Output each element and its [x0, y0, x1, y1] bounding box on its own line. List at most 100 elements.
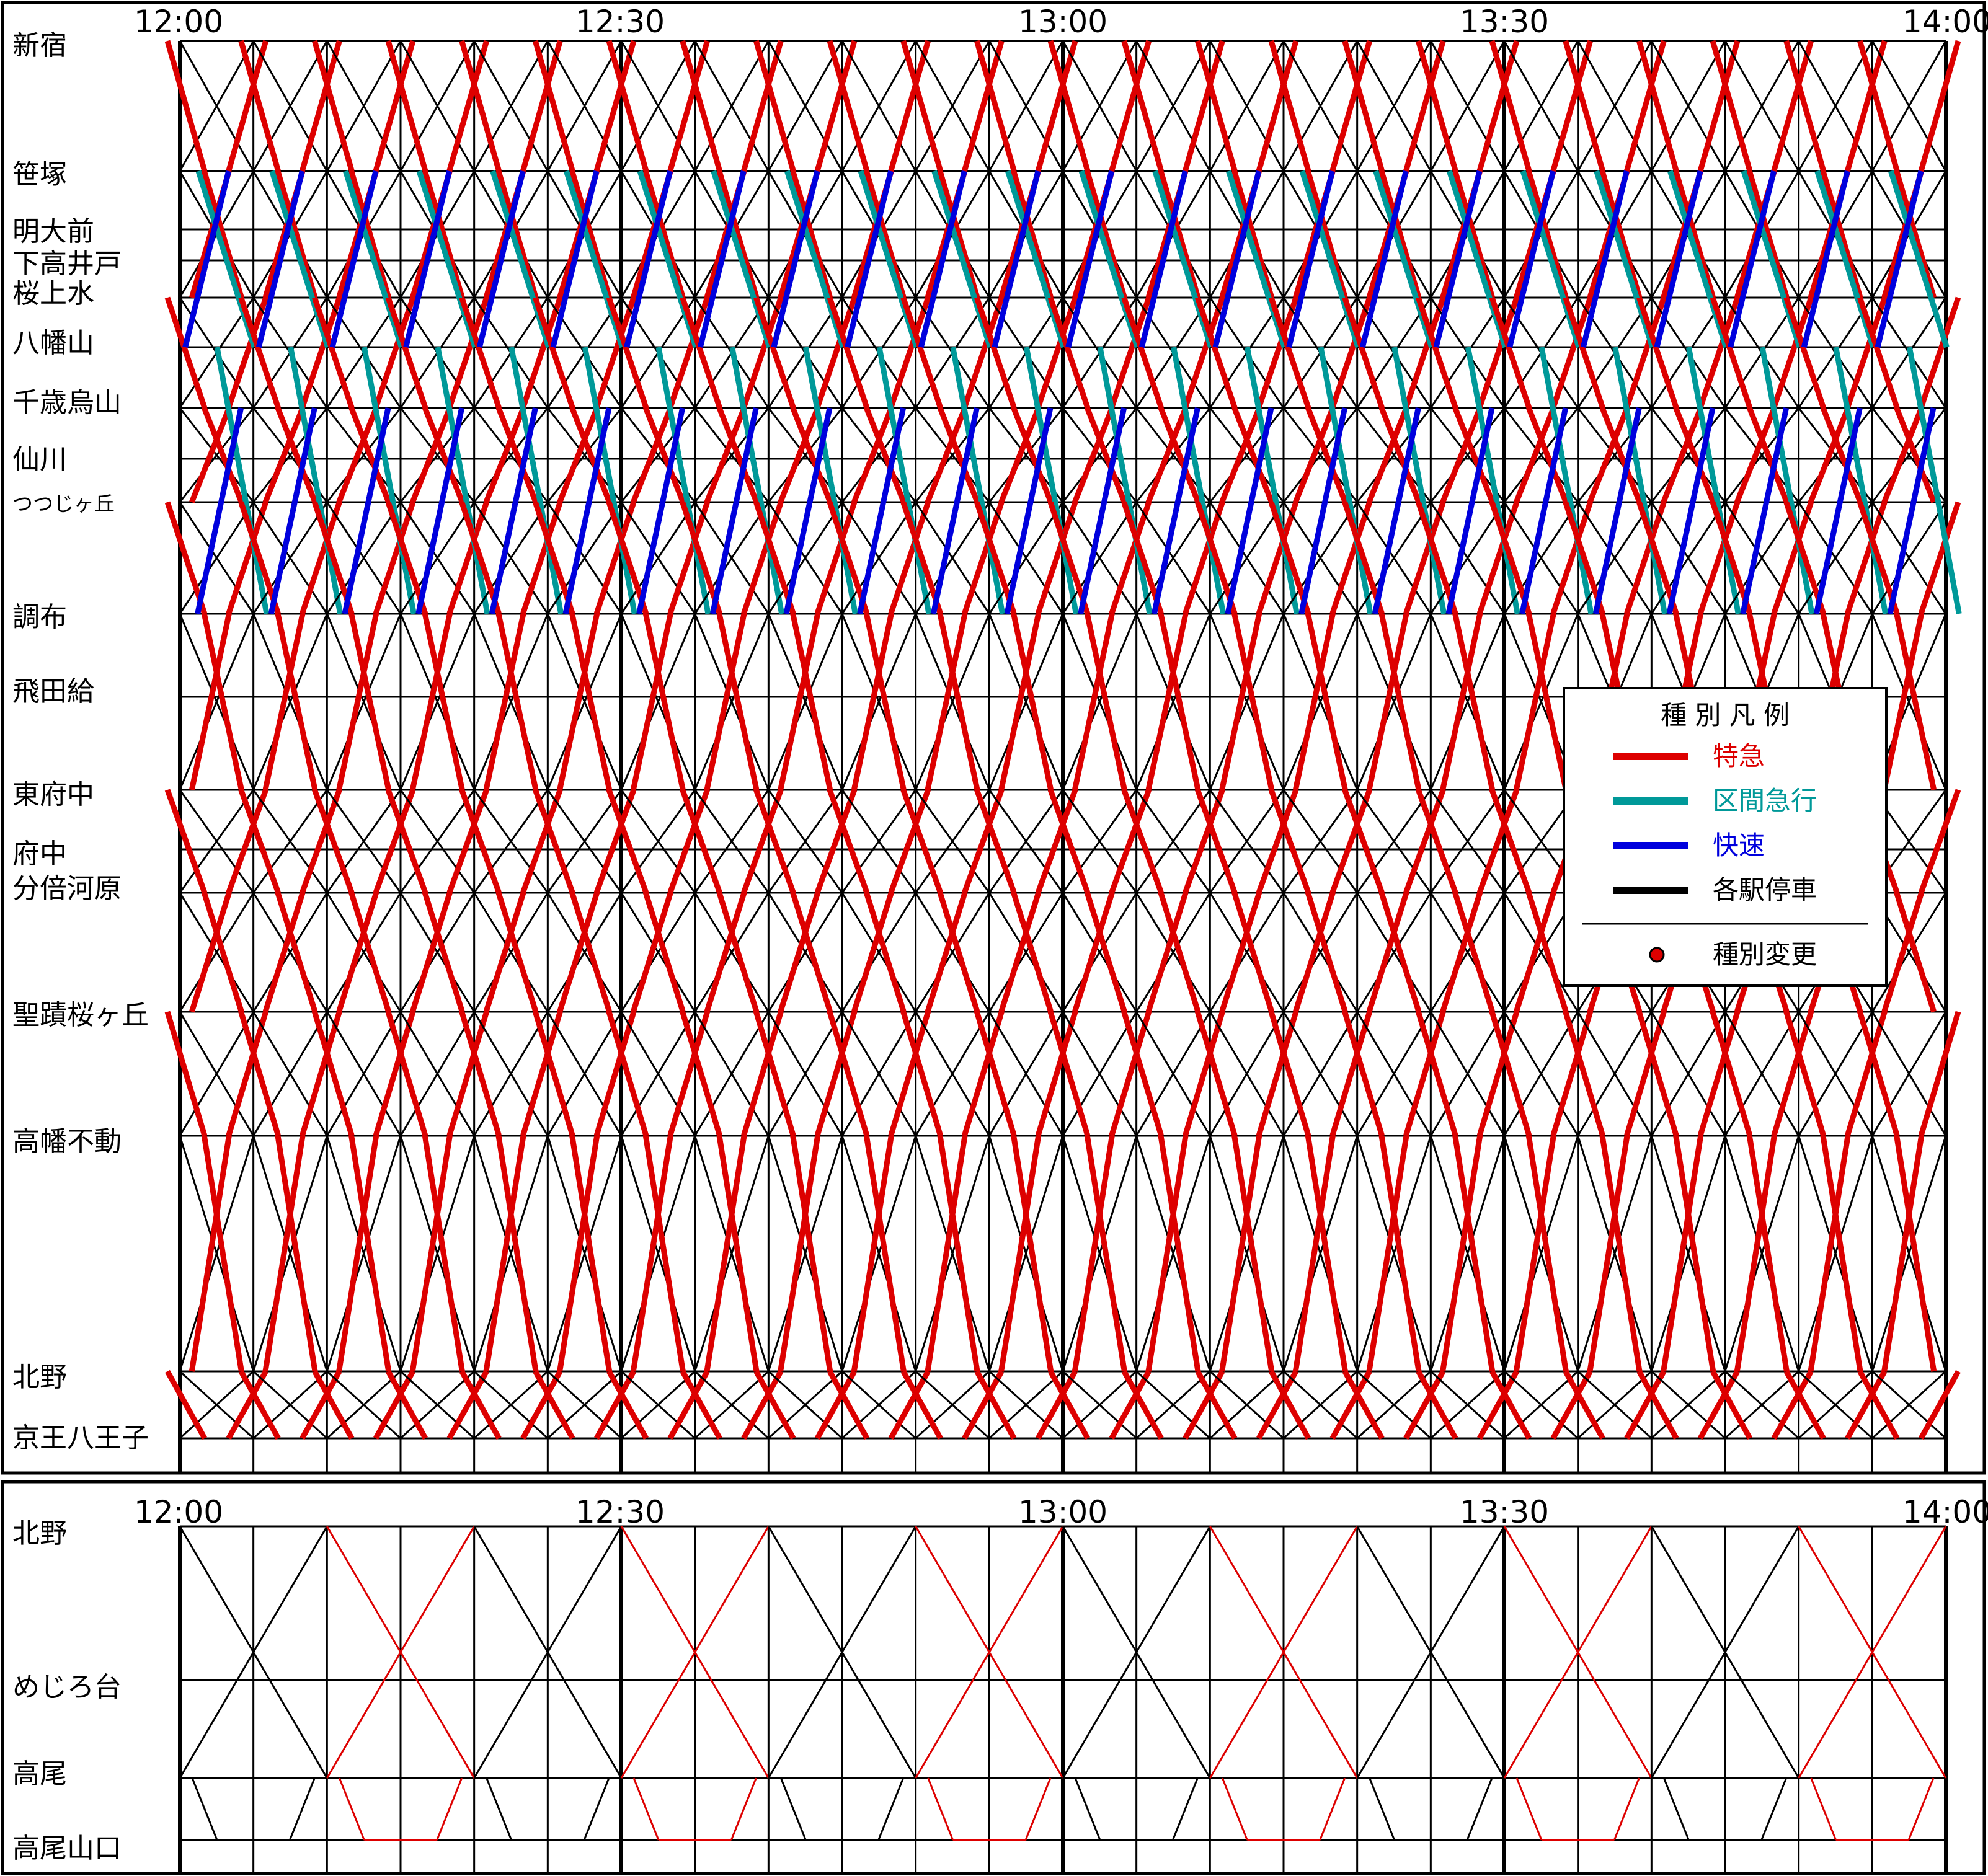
branch-train-line: [1221, 1777, 1248, 1841]
branch-train-line: [620, 1526, 770, 1779]
local-train-line: [1356, 407, 1432, 503]
local-train-line: [1282, 40, 1358, 172]
station-label-kitano-lower: 北野: [12, 1518, 67, 1549]
limited-express-line: [446, 1011, 489, 1137]
limited-express-line: [1624, 1011, 1667, 1137]
local-train-line: [1062, 407, 1137, 503]
rapid-line: [1740, 407, 1790, 614]
limited-express-line: [1268, 296, 1311, 409]
limited-express-line: [373, 296, 416, 409]
upper-time-label: 13:30: [1460, 4, 1549, 40]
local-train-line: [1577, 502, 1653, 614]
rapid-line: [783, 407, 833, 614]
limited-express-line: [642, 613, 686, 790]
limited-express-line: [1881, 1135, 1925, 1372]
limited-express-line: [815, 1369, 857, 1440]
limited-express-line: [348, 407, 391, 503]
limited-express-line: [643, 407, 686, 503]
rapid-line: [1445, 407, 1495, 614]
local-train-line: [1503, 40, 1579, 172]
limited-express-line: [1526, 407, 1569, 503]
limited-express-line: [1403, 40, 1446, 172]
limited-express-line: [1599, 407, 1643, 503]
legend-label-type-change: 種別変更: [1713, 939, 1817, 970]
limited-express-line: [238, 1369, 281, 1440]
branch-train-line: [768, 1526, 916, 1779]
limited-express-line: [631, 892, 673, 1013]
local-train-line: [1651, 502, 1726, 614]
limited-express-line: [1550, 1369, 1593, 1440]
limited-express-line: [1710, 1369, 1752, 1440]
local-train-line: [1503, 407, 1579, 503]
limited-express-line: [1894, 407, 1937, 503]
local-train-line: [1429, 613, 1506, 790]
limited-express-line: [974, 789, 1017, 894]
limited-express-line: [1256, 1369, 1298, 1440]
limited-express-line: [790, 892, 833, 1013]
local-train-line: [326, 789, 402, 893]
limited-express-line: [226, 40, 268, 172]
limited-express-line: [643, 892, 686, 1013]
station-label-bubaigawara: 分倍河原: [12, 873, 122, 905]
limited-express-line: [593, 789, 637, 894]
limited-express-line: [716, 407, 760, 503]
local-train-line: [1209, 407, 1285, 503]
limited-express-line: [262, 407, 306, 503]
rapid-line: [1801, 170, 1850, 348]
limited-express-line: [888, 1369, 931, 1440]
limited-express-line: [1747, 170, 1790, 299]
limited-express-line: [446, 1369, 489, 1440]
limited-express-line: [1624, 40, 1667, 172]
limited-express-line: [1035, 501, 1078, 615]
local-train-line: [694, 892, 770, 1012]
rapid-line: [255, 170, 305, 348]
branch-train-line: [583, 1777, 610, 1841]
limited-express-line: [1231, 1135, 1275, 1372]
limited-express-line: [1563, 40, 1605, 172]
semi-express-line: [655, 347, 711, 614]
limited-express-line: [1636, 296, 1679, 409]
branch-train-line: [1466, 1777, 1493, 1841]
branch-train-line: [1074, 1777, 1101, 1841]
limited-express-line: [1416, 501, 1458, 615]
local-train-line: [1430, 892, 1506, 1012]
local-train-line: [1209, 789, 1285, 893]
limited-express-line: [495, 613, 539, 790]
local-train-line: [473, 789, 549, 893]
rapid-line: [1065, 170, 1115, 348]
limited-express-line: [667, 296, 710, 409]
limited-express-line: [1416, 1011, 1458, 1137]
limited-express-line: [495, 1135, 539, 1372]
local-train-line: [1871, 40, 1947, 172]
semi-express-line: [1244, 347, 1300, 614]
limited-express-line: [1158, 613, 1201, 790]
limited-express-line: [336, 407, 379, 503]
limited-express-line: [1219, 613, 1262, 790]
limited-express-line: [226, 1011, 268, 1137]
local-train-line: [1356, 892, 1432, 1012]
local-train-line: [841, 892, 916, 1012]
limited-express-line: [1329, 296, 1372, 409]
limited-express-line: [680, 1011, 722, 1137]
limited-express-line: [348, 170, 391, 299]
limited-express-line: [385, 40, 428, 172]
limited-express-line: [680, 789, 722, 894]
local-train-line: [915, 1135, 990, 1372]
limited-express-line: [1918, 789, 1961, 894]
rapid-line: [1225, 407, 1274, 614]
local-train-line: [915, 1011, 990, 1136]
limited-express-line: [275, 407, 318, 503]
limited-express-line: [1121, 296, 1164, 409]
limited-express-line: [778, 1135, 821, 1372]
branch-train-line: [486, 1777, 513, 1841]
branch-train-line: [1810, 1777, 1837, 1841]
limited-express-line: [1329, 1369, 1372, 1440]
limited-express-line: [1035, 1011, 1078, 1137]
limited-express-line: [1011, 892, 1054, 1013]
limited-express-line: [1845, 296, 1888, 409]
limited-express-line: [1845, 1011, 1888, 1137]
station-label-keio-hachioji: 京王八王子: [12, 1422, 149, 1454]
limited-express-line: [1476, 501, 1520, 615]
local-train-line: [1429, 1135, 1506, 1372]
rapid-line: [845, 170, 894, 348]
